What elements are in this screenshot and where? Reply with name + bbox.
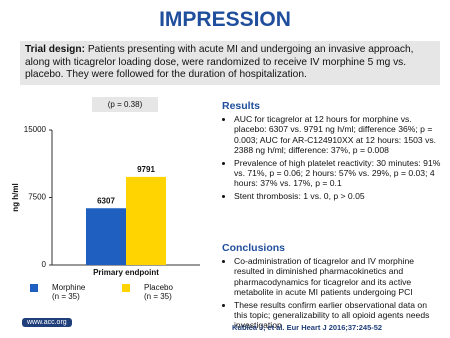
results-list: AUC for ticagrelor at 12 hours for morph…: [222, 114, 442, 201]
trial-text: Patients presenting with acute MI and un…: [25, 44, 414, 80]
y-axis-label: ng h/ml: [11, 183, 20, 211]
result-item: AUC for ticagrelor at 12 hours for morph…: [234, 114, 442, 156]
conclusions-list: Co-administration of ticagrelor and IV m…: [222, 256, 442, 331]
legend-note: (n = 35): [52, 292, 80, 301]
legend-label: Morphine: [52, 283, 86, 292]
y-tick-label: 15000: [24, 125, 47, 134]
legend-note: (n = 35): [144, 292, 172, 301]
citation: Kubica J, et al. Eur Heart J 2016;37:245…: [232, 323, 383, 332]
value-label: 6307: [97, 196, 115, 205]
results-heading: Results: [222, 100, 260, 112]
slide-title: IMPRESSION: [159, 8, 291, 31]
y-tick-label: 7500: [28, 193, 46, 202]
legend-swatch: [122, 284, 130, 292]
annotation-box: [92, 97, 158, 112]
results: Results AUC for ticagrelor at 12 hours f…: [222, 100, 442, 203]
conclusion-item: These results confirm earlier observatio…: [234, 300, 442, 331]
y-tick-label: 0: [42, 260, 47, 269]
bar: [86, 208, 126, 265]
conclusions: Conclusions Co-administration of ticagre…: [222, 242, 442, 333]
site-link[interactable]: www.acc.org: [22, 318, 72, 327]
result-item: Prevalence of high platelet reactivity: …: [234, 158, 442, 189]
x-tick-label: Primary endpoint: [93, 268, 159, 277]
value-label: 9791: [137, 165, 155, 174]
trial-label: Trial design:: [25, 44, 86, 55]
bar: [126, 176, 166, 265]
conclusions-heading: Conclusions: [222, 242, 286, 254]
annotation: (p = 0.38): [108, 100, 143, 109]
legend-label: Placebo: [144, 283, 173, 292]
legend-swatch: [30, 284, 38, 292]
result-item: Stent thrombosis: 1 vs. 0, p > 0.05: [234, 191, 442, 201]
conclusion-item: Co-administration of ticagrelor and IV m…: [234, 256, 442, 298]
trial-design: Trial design: Patients presenting with a…: [20, 41, 440, 85]
chart: (p = 0.38) ng h/ml 0 7500 15000 Primary endpo…: [11, 97, 200, 301]
